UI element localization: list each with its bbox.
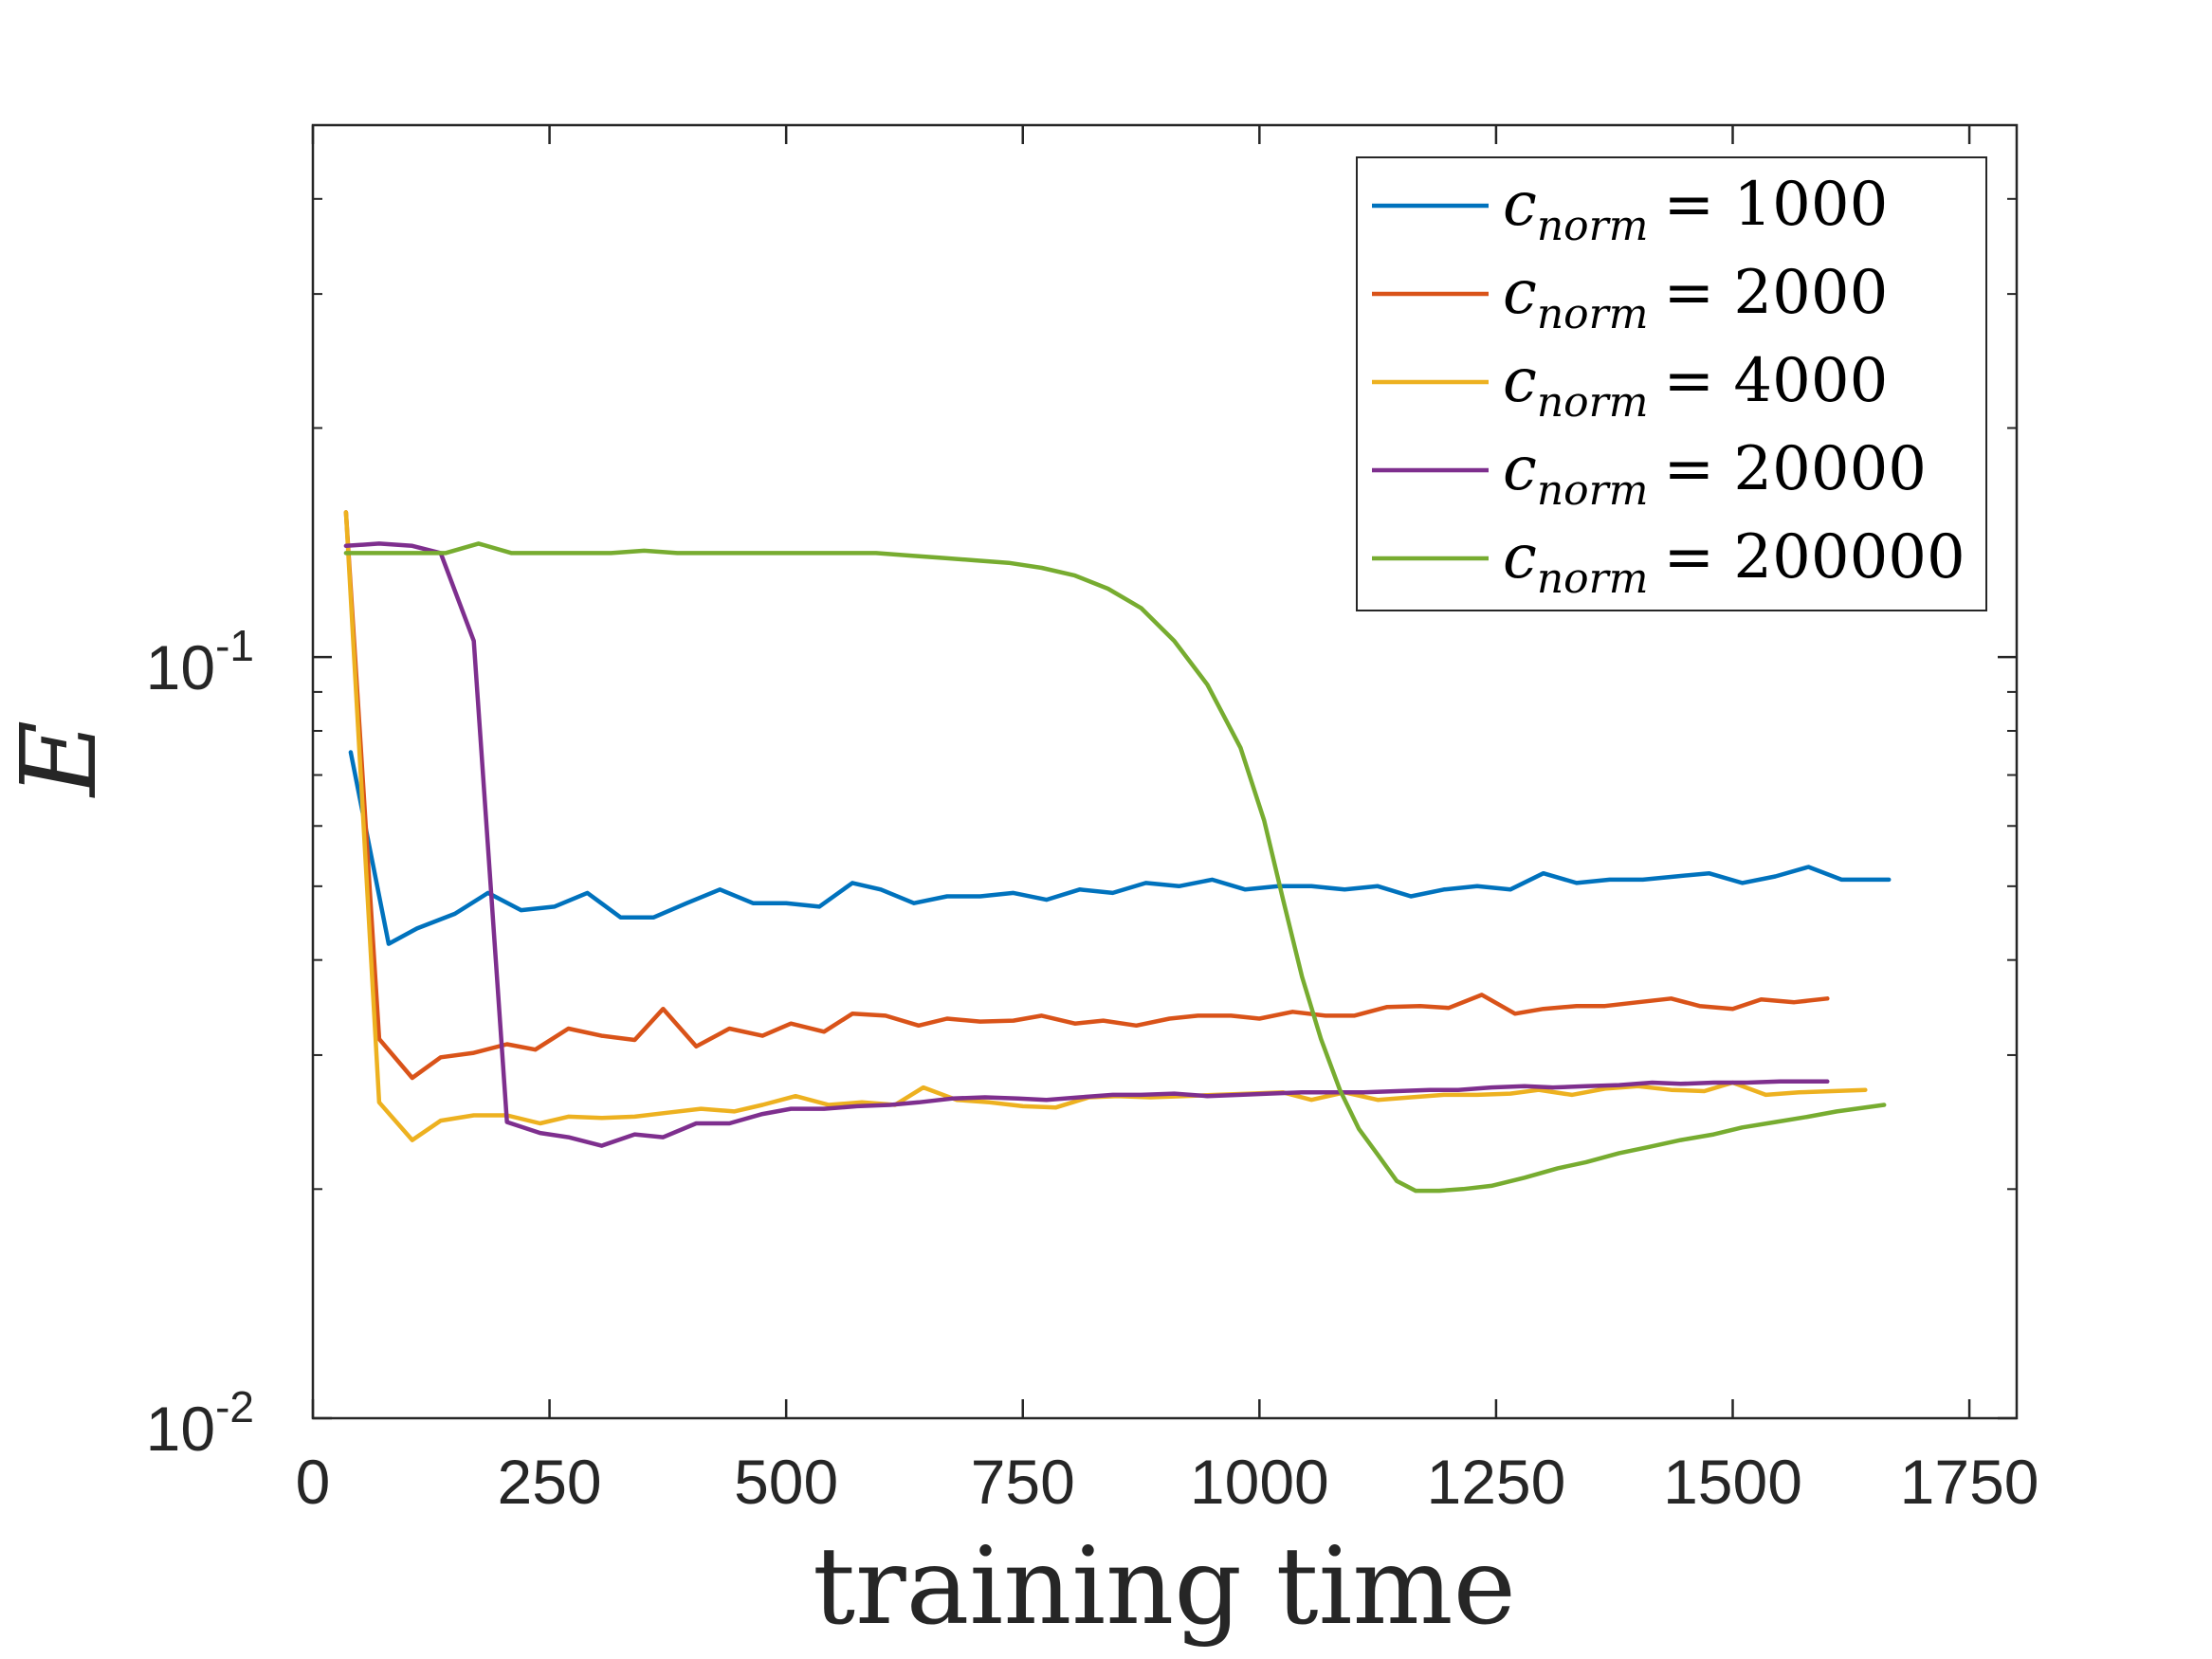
- x-tick-label: 1250: [1427, 1447, 1566, 1517]
- legend-subscript: norm: [1537, 290, 1649, 338]
- series-line-1: [348, 750, 1892, 946]
- y-tick-base: 10: [146, 632, 215, 702]
- y-tick-label: 10-1: [146, 621, 254, 702]
- legend-value: = 200000: [1663, 522, 1965, 592]
- legend-var: c: [1503, 346, 1537, 416]
- legend-label-2: cnorm = 2000: [1503, 258, 1888, 338]
- x-tick-label: 0: [296, 1447, 331, 1517]
- legend-var: c: [1503, 522, 1537, 592]
- plot-frame: [311, 123, 2019, 1420]
- y-tick-labels: 10-210-1: [146, 621, 254, 1464]
- legend-label-4: cnorm = 20000: [1503, 434, 1927, 515]
- x-axis-title: training time: [813, 1525, 1516, 1649]
- legend-label-1: cnorm = 1000: [1503, 170, 1888, 250]
- y-tick-base: 10: [146, 1394, 215, 1464]
- series-line-5: [343, 541, 1887, 1194]
- x-tick-label: 1500: [1663, 1447, 1802, 1517]
- x-tick-labels: 0 250 500 750 1000 1250 1500 1750: [296, 1447, 2039, 1517]
- x-tick-label: 500: [734, 1447, 838, 1517]
- y-tick-exponent: -2: [215, 1382, 254, 1431]
- legend-label-5: cnorm = 200000: [1503, 522, 1965, 603]
- legend-subscript: norm: [1537, 555, 1649, 603]
- legend-var: c: [1503, 170, 1537, 240]
- y-tick-exponent: -1: [215, 621, 254, 670]
- legend-subscript: norm: [1537, 378, 1649, 427]
- series-line-4: [343, 541, 1830, 1148]
- legend-subscript: norm: [1537, 202, 1649, 250]
- x-tick-label: 750: [971, 1447, 1075, 1517]
- x-tick-label: 1750: [1900, 1447, 2039, 1517]
- legend-value: = 4000: [1663, 346, 1888, 416]
- legend-value: = 2000: [1663, 258, 1888, 328]
- y-tick-label: 10-2: [146, 1382, 254, 1464]
- legend-subscript: norm: [1537, 466, 1649, 515]
- legend-var: c: [1503, 258, 1537, 328]
- legend-value: = 20000: [1663, 434, 1927, 504]
- series-line-2: [343, 510, 1830, 1081]
- legend-label-3: cnorm = 4000: [1503, 346, 1888, 427]
- series-lines: [343, 510, 1892, 1194]
- legend-value: = 1000: [1663, 170, 1888, 240]
- y-axis-title: E: [0, 720, 119, 798]
- x-tick-label: 1000: [1190, 1447, 1329, 1517]
- legend-var: c: [1503, 434, 1537, 504]
- x-tick-label: 250: [498, 1447, 602, 1517]
